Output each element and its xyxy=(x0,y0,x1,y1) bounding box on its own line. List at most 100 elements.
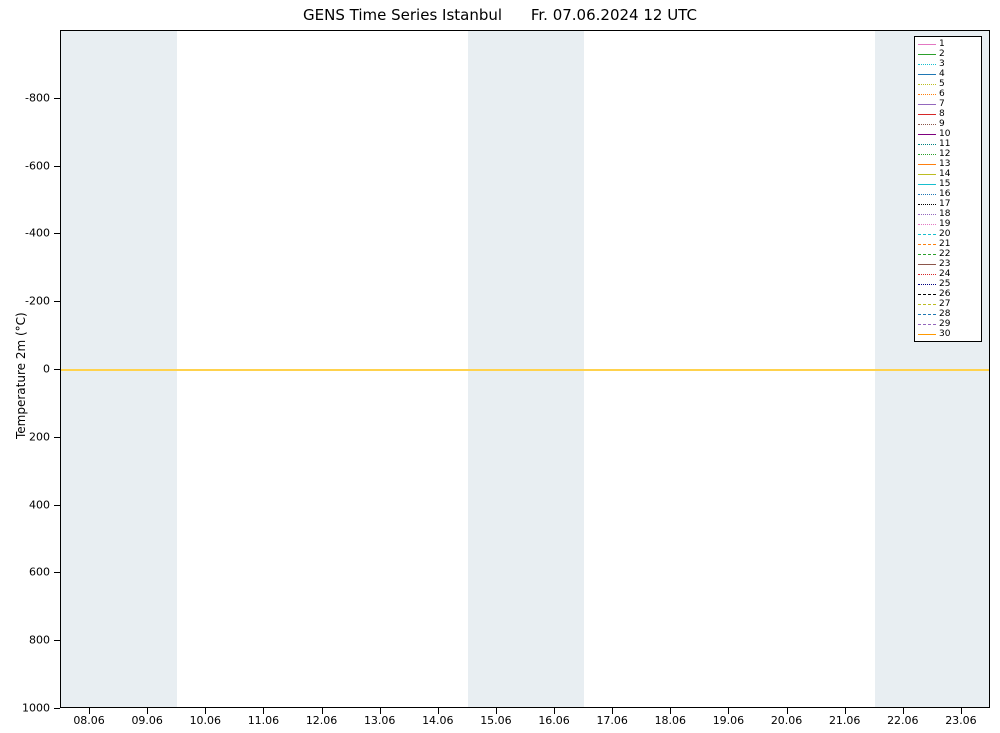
legend-label: 5 xyxy=(939,79,945,89)
x-tick-mark xyxy=(147,708,148,714)
legend-item: 15 xyxy=(918,179,978,189)
legend-item: 6 xyxy=(918,89,978,99)
legend-label: 27 xyxy=(939,299,950,309)
legend-item: 2 xyxy=(918,49,978,59)
y-tick-mark xyxy=(54,640,60,641)
legend-swatch xyxy=(918,264,936,265)
y-tick-label: 0 xyxy=(0,363,50,376)
x-tick-mark xyxy=(263,708,264,714)
legend-swatch xyxy=(918,194,936,195)
legend-item: 18 xyxy=(918,209,978,219)
x-tick-label: 11.06 xyxy=(248,714,280,727)
y-tick-mark xyxy=(54,505,60,506)
legend-item: 16 xyxy=(918,189,978,199)
legend-swatch xyxy=(918,244,936,245)
legend-item: 17 xyxy=(918,199,978,209)
legend-item: 22 xyxy=(918,249,978,259)
legend-item: 7 xyxy=(918,99,978,109)
legend-label: 17 xyxy=(939,199,950,209)
legend-label: 9 xyxy=(939,119,945,129)
x-tick-label: 14.06 xyxy=(422,714,454,727)
legend-item: 10 xyxy=(918,129,978,139)
legend-item: 30 xyxy=(918,329,978,339)
x-tick-mark xyxy=(961,708,962,714)
legend-swatch xyxy=(918,114,936,115)
legend-label: 2 xyxy=(939,49,945,59)
legend-swatch xyxy=(918,154,936,155)
x-tick-label: 19.06 xyxy=(713,714,745,727)
legend-label: 1 xyxy=(939,39,945,49)
x-tick-label: 21.06 xyxy=(829,714,861,727)
legend-item: 11 xyxy=(918,139,978,149)
legend-item: 5 xyxy=(918,79,978,89)
x-tick-mark xyxy=(89,708,90,714)
legend-label: 23 xyxy=(939,259,950,269)
legend-item: 26 xyxy=(918,289,978,299)
legend-label: 15 xyxy=(939,179,950,189)
legend-swatch xyxy=(918,174,936,175)
legend-swatch xyxy=(918,304,936,305)
y-tick-label: -200 xyxy=(0,295,50,308)
x-tick-mark xyxy=(845,708,846,714)
legend-item: 21 xyxy=(918,239,978,249)
x-tick-label: 17.06 xyxy=(596,714,628,727)
legend-swatch xyxy=(918,184,936,185)
y-tick-label: 200 xyxy=(0,430,50,443)
x-tick-mark xyxy=(670,708,671,714)
y-tick-mark xyxy=(54,166,60,167)
legend-swatch xyxy=(918,224,936,225)
legend-item: 8 xyxy=(918,109,978,119)
legend-label: 18 xyxy=(939,209,950,219)
legend-label: 24 xyxy=(939,269,950,279)
legend-label: 7 xyxy=(939,99,945,109)
legend-swatch xyxy=(918,64,936,65)
x-tick-mark xyxy=(612,708,613,714)
legend-swatch xyxy=(918,144,936,145)
x-tick-mark xyxy=(728,708,729,714)
legend-label: 13 xyxy=(939,159,950,169)
legend-item: 25 xyxy=(918,279,978,289)
legend-swatch xyxy=(918,334,936,335)
plot-area xyxy=(60,30,990,708)
y-tick-mark xyxy=(54,301,60,302)
legend-label: 4 xyxy=(939,69,945,79)
x-tick-label: 13.06 xyxy=(364,714,396,727)
x-tick-label: 18.06 xyxy=(655,714,687,727)
y-tick-mark xyxy=(54,369,60,370)
x-tick-mark xyxy=(205,708,206,714)
y-tick-label: 1000 xyxy=(0,702,50,715)
y-tick-mark xyxy=(54,708,60,709)
legend-item: 9 xyxy=(918,119,978,129)
legend-label: 8 xyxy=(939,109,945,119)
y-tick-label: 400 xyxy=(0,498,50,511)
legend-label: 19 xyxy=(939,219,950,229)
legend-item: 3 xyxy=(918,59,978,69)
legend-label: 14 xyxy=(939,169,950,179)
legend-label: 11 xyxy=(939,139,950,149)
legend-label: 12 xyxy=(939,149,950,159)
chart-container: GENS Time Series Istanbul Fr. 07.06.2024… xyxy=(0,0,1000,733)
legend-item: 12 xyxy=(918,149,978,159)
title-left: GENS Time Series Istanbul xyxy=(303,6,502,24)
y-tick-mark xyxy=(54,437,60,438)
legend-label: 30 xyxy=(939,329,950,339)
legend-swatch xyxy=(918,204,936,205)
legend-item: 13 xyxy=(918,159,978,169)
y-tick-mark xyxy=(54,98,60,99)
chart-title: GENS Time Series Istanbul Fr. 07.06.2024… xyxy=(0,6,1000,24)
legend-swatch xyxy=(918,74,936,75)
legend-item: 27 xyxy=(918,299,978,309)
x-tick-label: 22.06 xyxy=(887,714,919,727)
x-tick-label: 16.06 xyxy=(538,714,570,727)
x-tick-label: 09.06 xyxy=(131,714,163,727)
legend-label: 10 xyxy=(939,129,950,139)
legend-swatch xyxy=(918,94,936,95)
legend-swatch xyxy=(918,254,936,255)
x-tick-label: 08.06 xyxy=(73,714,105,727)
zero-line xyxy=(61,369,989,371)
legend-swatch xyxy=(918,134,936,135)
legend-label: 21 xyxy=(939,239,950,249)
y-tick-label: -600 xyxy=(0,159,50,172)
x-tick-label: 15.06 xyxy=(480,714,512,727)
x-tick-mark xyxy=(380,708,381,714)
